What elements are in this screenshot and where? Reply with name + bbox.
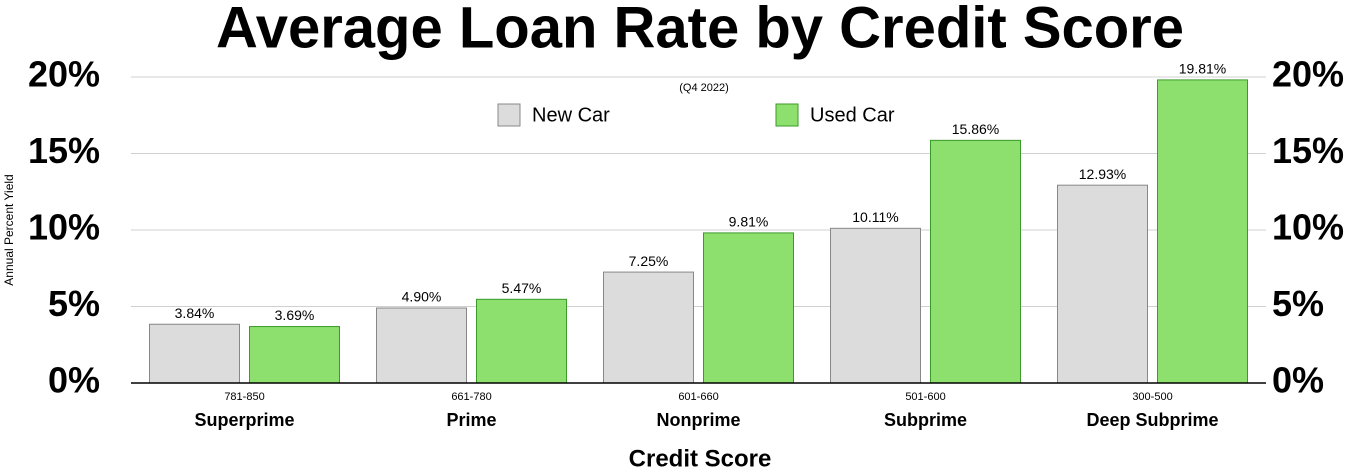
y2-tick-label: 20% — [1272, 54, 1344, 95]
value-label: 7.25% — [629, 253, 669, 269]
bar — [376, 307, 467, 384]
chart-title: Average Loan Rate by Credit Score — [216, 0, 1184, 60]
value-label: 15.86% — [952, 121, 999, 137]
x-axis-label: Credit Score — [629, 445, 772, 472]
bar — [703, 232, 794, 384]
bar — [830, 227, 921, 384]
chart-subtitle: (Q4 2022) — [679, 82, 729, 94]
bar — [149, 323, 240, 384]
x-tick-sublabel: 300-500 — [1132, 391, 1172, 403]
x-tick-sublabel: 601-660 — [678, 391, 718, 403]
y-tick-label: 0% — [48, 360, 100, 401]
x-tick-label: Prime — [446, 410, 496, 430]
x-tick-sublabel: 781-850 — [224, 391, 264, 403]
x-tick-label: Superprime — [194, 410, 294, 430]
value-label: 19.81% — [1179, 61, 1226, 77]
y2-tick-label: 5% — [1272, 283, 1324, 324]
bar — [603, 271, 694, 384]
value-label: 3.84% — [175, 305, 215, 321]
legend-label: New Car — [532, 104, 610, 126]
y2-tick-label: 0% — [1272, 360, 1324, 401]
value-label: 9.81% — [729, 214, 769, 230]
value-label: 3.69% — [275, 307, 315, 323]
bar — [1157, 79, 1248, 384]
bar — [249, 326, 340, 384]
y-tick-label: 5% — [48, 283, 100, 324]
bar — [476, 298, 567, 384]
value-label: 4.90% — [402, 289, 442, 305]
bar — [1057, 184, 1148, 384]
y-tick-label: 10% — [28, 207, 100, 248]
legend-swatch — [497, 103, 521, 127]
x-tick-label: Deep Subprime — [1086, 410, 1218, 430]
x-tick-label: Nonprime — [656, 410, 740, 430]
value-label: 10.11% — [852, 209, 898, 225]
y2-tick-label: 10% — [1272, 207, 1344, 248]
y-tick-label: 15% — [28, 130, 100, 171]
y2-tick-label: 15% — [1272, 130, 1344, 171]
legend-label: Used Car — [810, 104, 895, 126]
x-tick-sublabel: 501-600 — [905, 391, 945, 403]
legend-swatch — [775, 103, 799, 127]
y-tick-label: 20% — [28, 54, 100, 95]
value-label: 12.93% — [1079, 166, 1126, 182]
y-axis-label: Annual Percent Yield — [2, 174, 16, 285]
bar — [930, 139, 1021, 384]
x-tick-sublabel: 661-780 — [451, 391, 491, 403]
value-label: 5.47% — [502, 280, 542, 296]
x-tick-label: Subprime — [884, 410, 967, 430]
